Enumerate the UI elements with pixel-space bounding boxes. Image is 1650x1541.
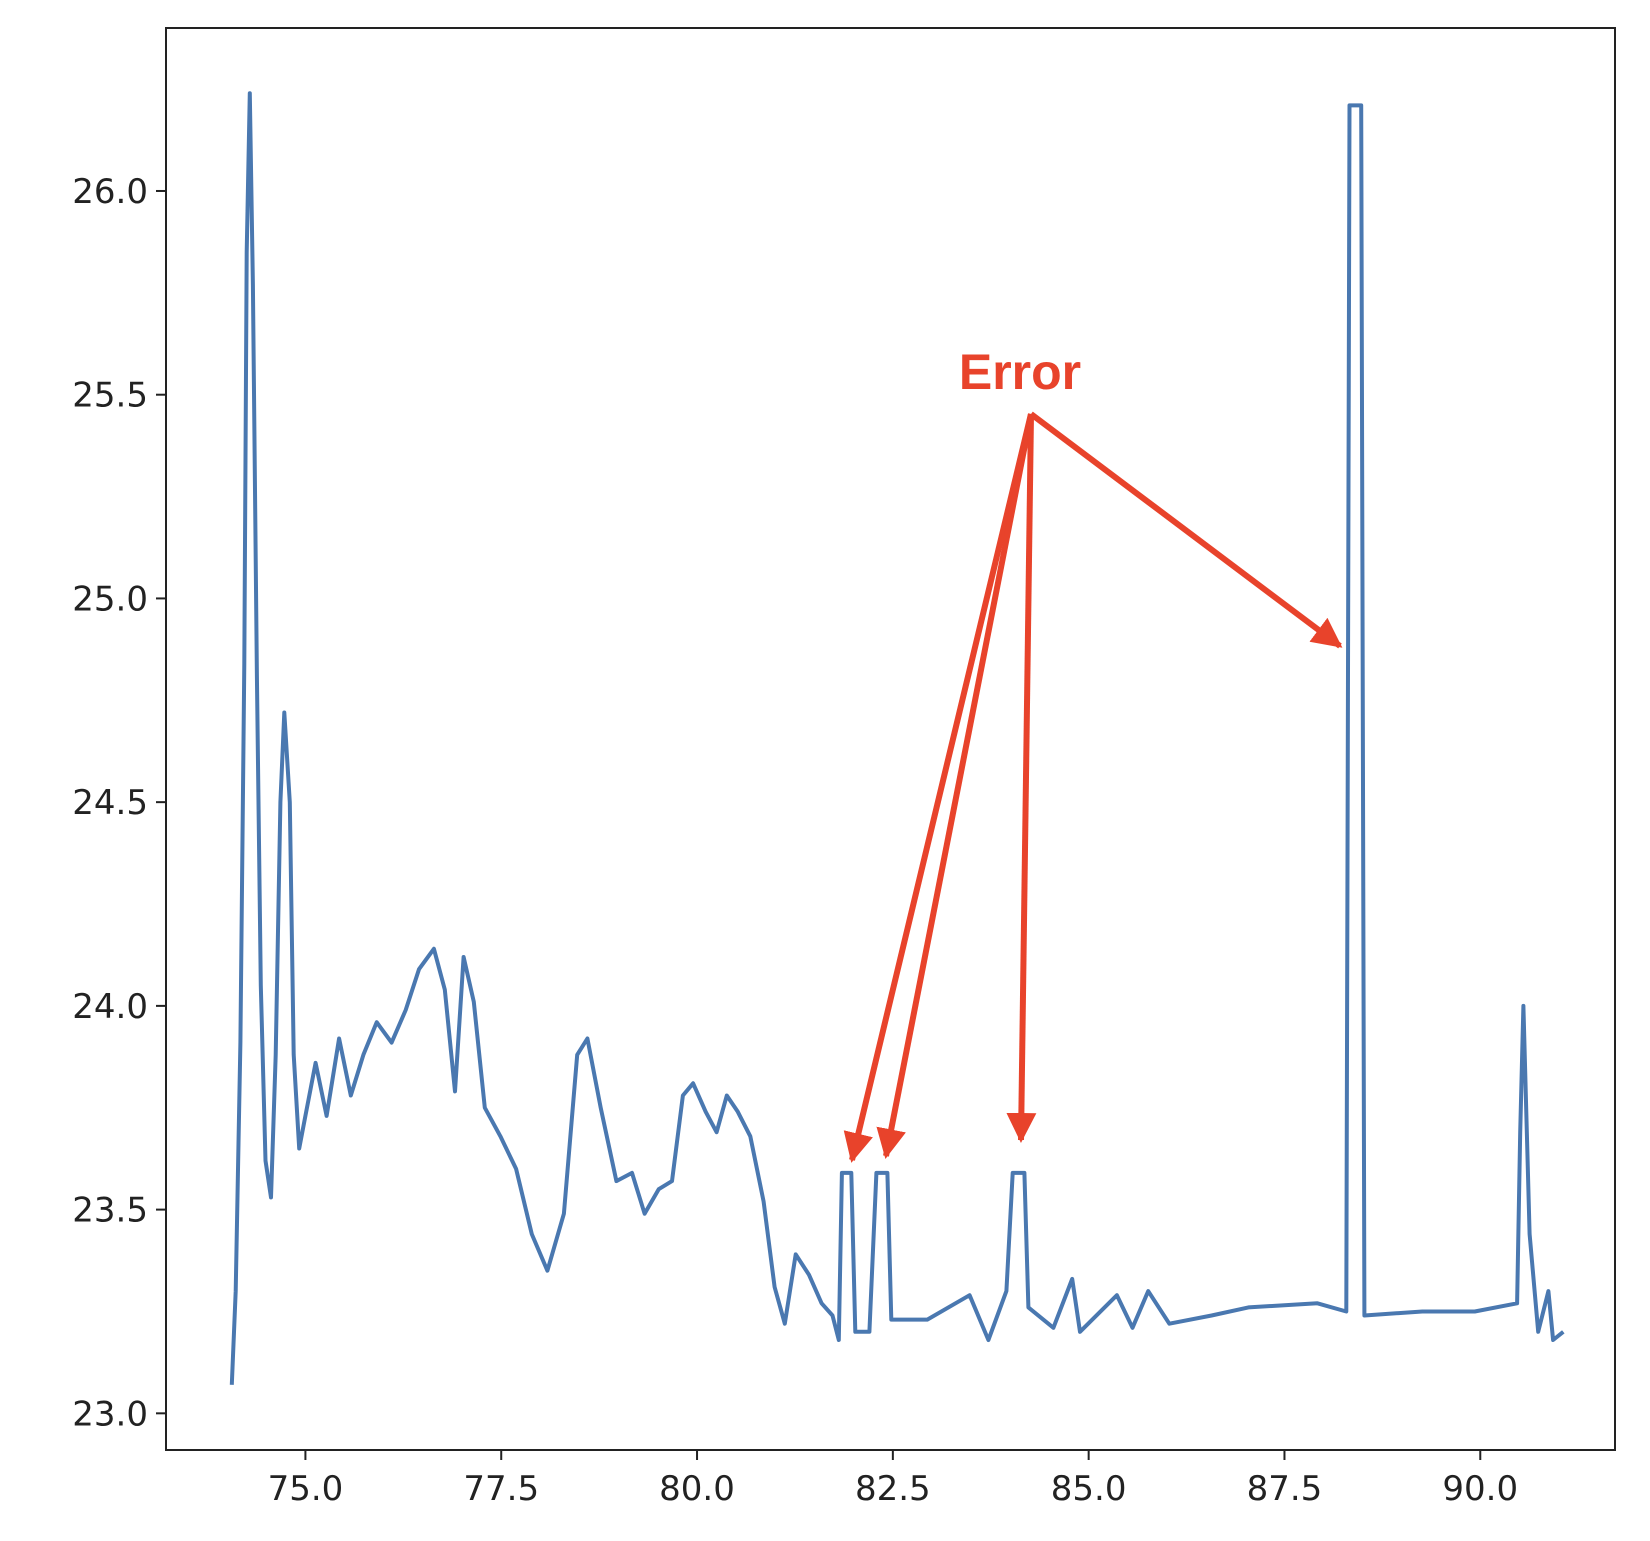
series-line (229, 91, 1565, 1385)
arrow (843, 413, 1034, 1163)
arrow (1006, 413, 1037, 1143)
y-tick-label: 24.5 (72, 783, 148, 823)
x-tick-label: 75.0 (268, 1469, 344, 1509)
arrow (1029, 411, 1343, 649)
y-tick-label: 23.0 (72, 1394, 148, 1434)
x-tick-label: 77.5 (463, 1469, 539, 1509)
x-tick-label: 85.0 (1051, 1469, 1127, 1509)
y-tick-label: 24.0 (72, 987, 148, 1027)
x-tick-label: 90.0 (1442, 1469, 1518, 1509)
error-arrows (843, 411, 1343, 1163)
y-tick-label: 26.0 (72, 172, 148, 212)
x-tick-label: 87.5 (1247, 1469, 1323, 1509)
arrow (876, 413, 1034, 1159)
plot-layer: 75.0 77.5 80.0 82.5 85.0 87.5 90.0 23.0 23.5 24.0… (72, 91, 1565, 1509)
x-tick-label: 82.5 (855, 1469, 931, 1509)
y-tick-label: 25.5 (72, 376, 148, 416)
plot-frame (165, 27, 1616, 1451)
annotation: Error (959, 344, 1081, 400)
y-tick-label: 23.5 (72, 1191, 148, 1231)
y-tick-label: 25.0 (72, 579, 148, 619)
x-tick-label: 80.0 (659, 1469, 735, 1509)
